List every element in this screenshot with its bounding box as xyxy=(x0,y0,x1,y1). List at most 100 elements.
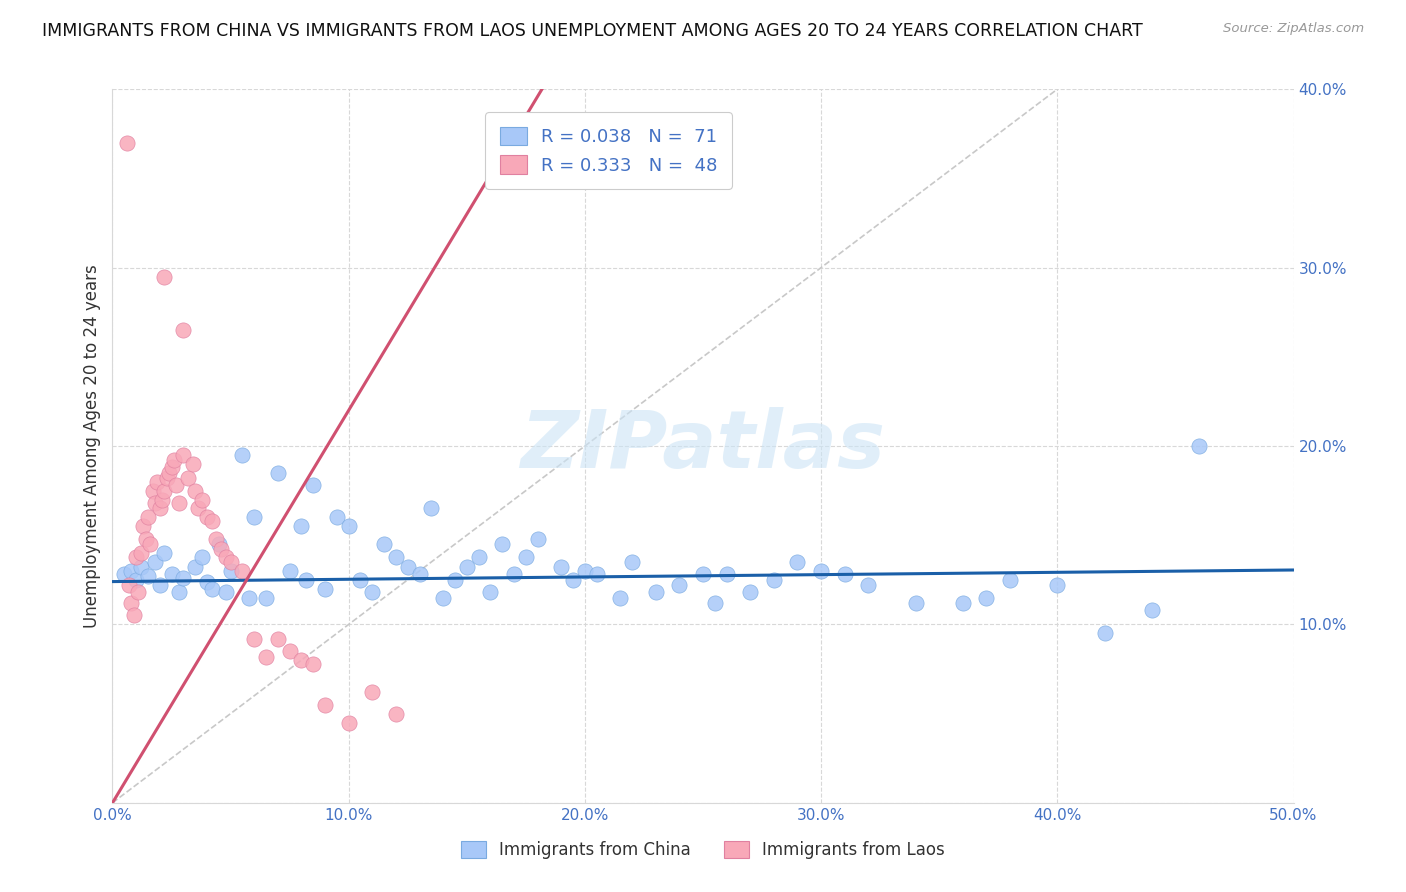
Point xyxy=(219,555,242,569)
Point xyxy=(142,483,165,498)
Point xyxy=(150,492,173,507)
Point xyxy=(976,591,998,605)
Point xyxy=(195,510,218,524)
Point xyxy=(167,496,190,510)
Point xyxy=(420,501,443,516)
Point xyxy=(177,471,200,485)
Point xyxy=(115,136,138,150)
Point xyxy=(238,591,260,605)
Point xyxy=(786,555,808,569)
Point xyxy=(254,591,277,605)
Point xyxy=(215,585,238,599)
Point xyxy=(160,460,183,475)
Point xyxy=(302,657,325,671)
Point xyxy=(127,585,149,599)
Point xyxy=(163,453,186,467)
Point xyxy=(361,685,384,699)
Text: IMMIGRANTS FROM CHINA VS IMMIGRANTS FROM LAOS UNEMPLOYMENT AMONG AGES 20 TO 24 Y: IMMIGRANTS FROM CHINA VS IMMIGRANTS FROM… xyxy=(42,22,1143,40)
Point xyxy=(165,478,187,492)
Point xyxy=(219,564,242,578)
Point xyxy=(118,578,141,592)
Point xyxy=(515,549,537,564)
Point xyxy=(585,567,607,582)
Point xyxy=(184,560,207,574)
Point xyxy=(668,578,690,592)
Point xyxy=(153,483,176,498)
Point xyxy=(195,574,218,589)
Point xyxy=(191,549,214,564)
Text: Source: ZipAtlas.com: Source: ZipAtlas.com xyxy=(1223,22,1364,36)
Point xyxy=(349,573,371,587)
Point xyxy=(290,519,312,533)
Point xyxy=(184,483,207,498)
Point xyxy=(136,569,159,583)
Point xyxy=(157,466,180,480)
Point xyxy=(143,496,166,510)
Text: ZIPatlas: ZIPatlas xyxy=(520,407,886,485)
Point xyxy=(186,501,208,516)
Point xyxy=(254,649,277,664)
Point xyxy=(952,596,974,610)
Point xyxy=(149,501,172,516)
Point xyxy=(201,514,224,528)
Point xyxy=(716,567,738,582)
Point xyxy=(278,644,301,658)
Legend: Immigrants from China, Immigrants from Laos: Immigrants from China, Immigrants from L… xyxy=(454,834,952,866)
Point xyxy=(337,715,360,730)
Point xyxy=(432,591,454,605)
Point xyxy=(278,564,301,578)
Point xyxy=(191,492,214,507)
Point xyxy=(153,269,176,284)
Point xyxy=(139,537,162,551)
Point xyxy=(703,596,725,610)
Point xyxy=(740,585,762,599)
Point xyxy=(314,582,336,596)
Point xyxy=(998,573,1021,587)
Point xyxy=(156,471,179,485)
Point xyxy=(810,564,832,578)
Point xyxy=(267,632,290,646)
Point xyxy=(181,457,204,471)
Point xyxy=(491,537,513,551)
Point xyxy=(408,567,430,582)
Point xyxy=(1140,603,1163,617)
Y-axis label: Unemployment Among Ages 20 to 24 years: Unemployment Among Ages 20 to 24 years xyxy=(83,264,101,628)
Point xyxy=(112,567,135,582)
Point xyxy=(361,585,384,599)
Point xyxy=(135,532,157,546)
Point xyxy=(231,448,253,462)
Point xyxy=(858,578,880,592)
Point xyxy=(302,478,325,492)
Point xyxy=(172,448,194,462)
Point xyxy=(205,532,228,546)
Point xyxy=(1046,578,1069,592)
Point xyxy=(326,510,349,524)
Point xyxy=(295,573,318,587)
Point xyxy=(290,653,312,667)
Point xyxy=(146,475,169,489)
Point xyxy=(373,537,395,551)
Point xyxy=(644,585,666,599)
Point xyxy=(160,567,183,582)
Point xyxy=(129,560,152,574)
Point xyxy=(125,549,148,564)
Point xyxy=(834,567,856,582)
Point xyxy=(167,585,190,599)
Point xyxy=(129,546,152,560)
Point xyxy=(208,537,231,551)
Point xyxy=(172,571,194,585)
Point xyxy=(136,510,159,524)
Point xyxy=(172,323,194,337)
Point xyxy=(574,564,596,578)
Point xyxy=(122,608,145,623)
Point xyxy=(762,573,785,587)
Point xyxy=(479,585,502,599)
Point xyxy=(396,560,419,574)
Point xyxy=(149,578,172,592)
Point xyxy=(385,706,408,721)
Point xyxy=(120,564,142,578)
Point xyxy=(562,573,585,587)
Point xyxy=(120,596,142,610)
Point xyxy=(243,632,266,646)
Point xyxy=(1188,439,1211,453)
